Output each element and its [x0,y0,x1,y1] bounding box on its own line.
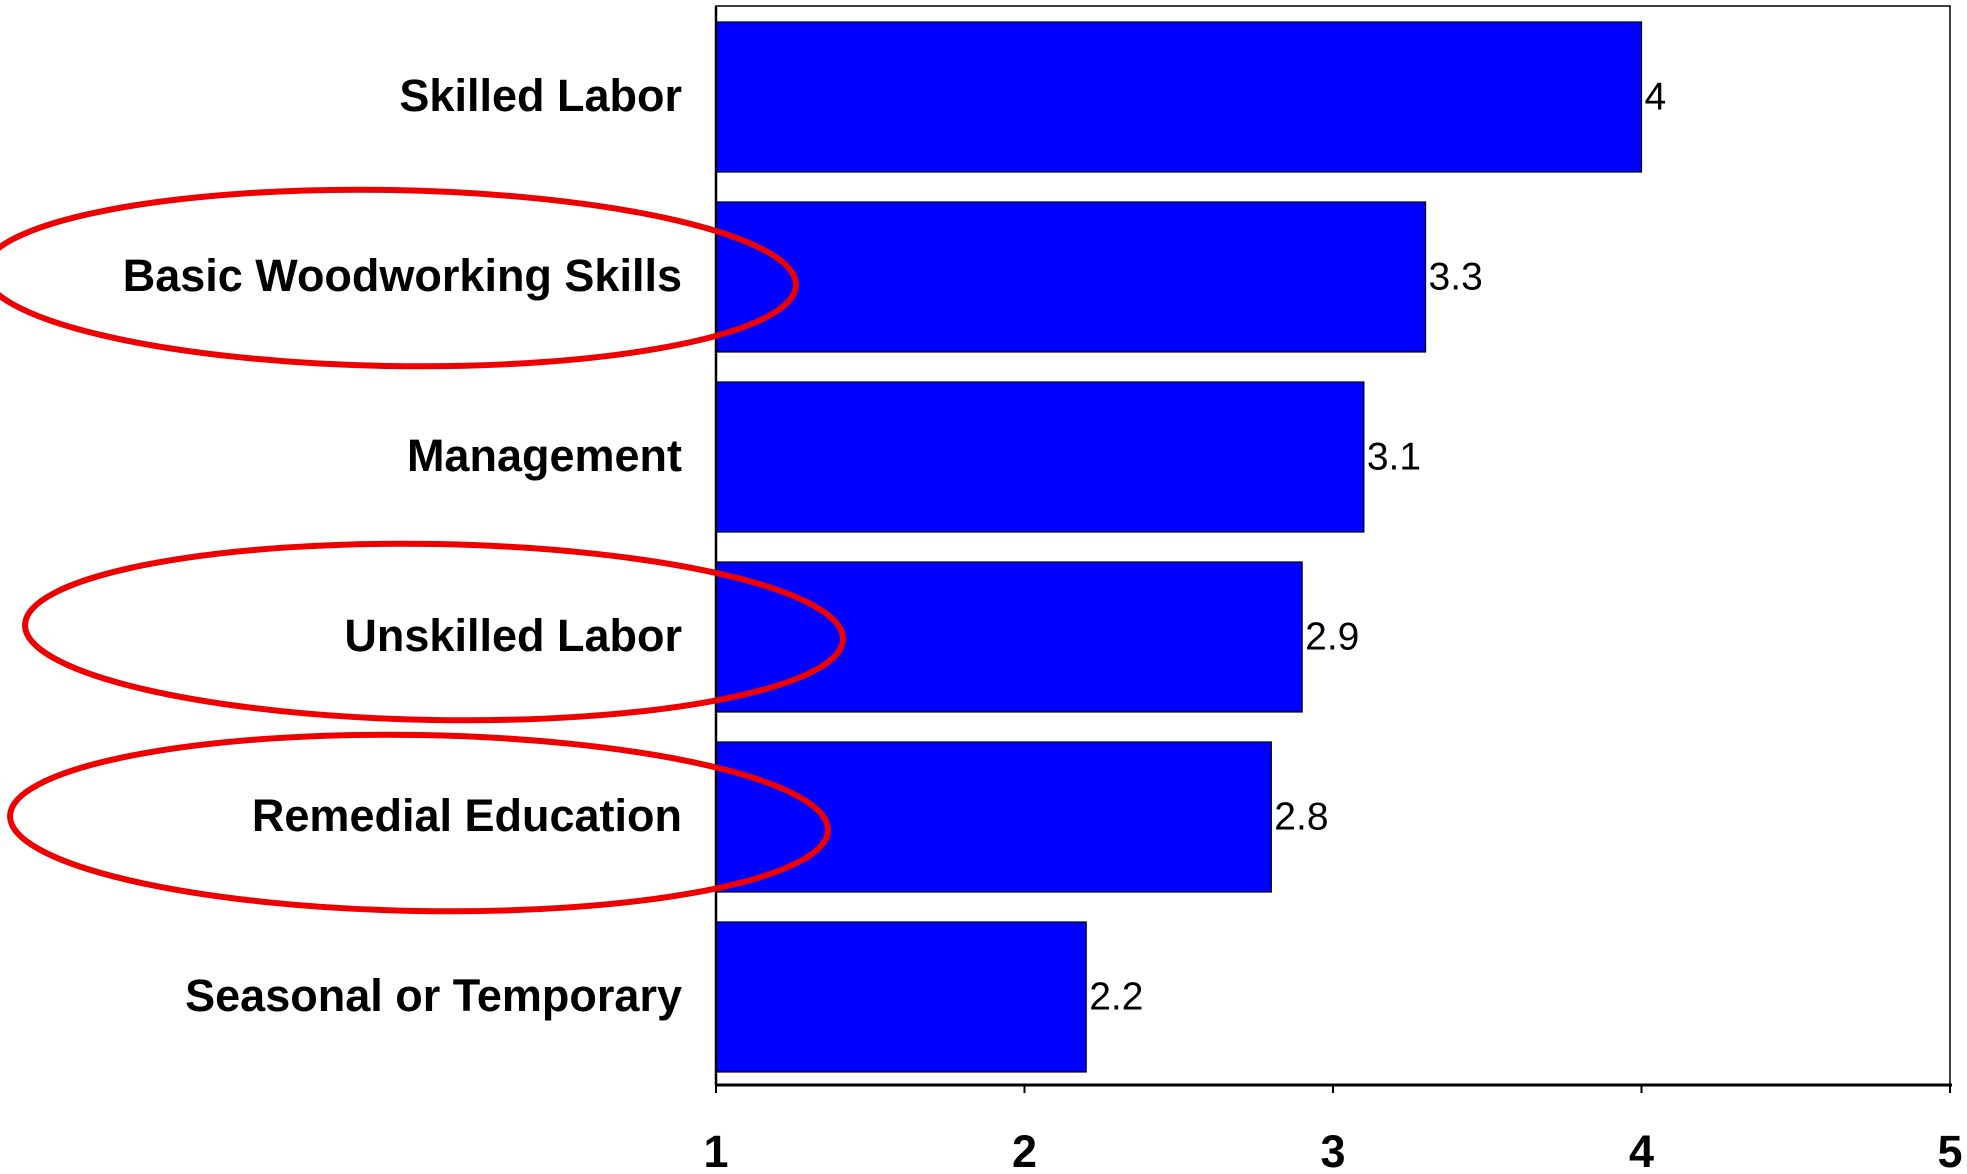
annotations [0,186,846,915]
bar [715,741,1272,893]
x-tick-label: 3 [1320,1126,1345,1174]
x-tick-label: 4 [1629,1126,1654,1174]
y-tick-label: Management [407,430,682,481]
value-label: 2.8 [1274,795,1328,838]
y-tick-label: Remedial Education [252,790,682,841]
bar [715,561,1303,713]
value-label: 2.9 [1305,615,1359,658]
value-label: 3.3 [1429,255,1483,298]
value-label: 3.1 [1367,435,1421,478]
x-tick-label: 5 [1937,1126,1962,1174]
bar [715,381,1365,533]
bar [715,201,1427,353]
value-label: 2.2 [1089,975,1143,1018]
bar [715,21,1643,173]
y-tick-label: Skilled Labor [399,70,682,121]
highlight-ellipse [22,540,846,724]
y-tick-label: Unskilled Labor [344,610,682,661]
highlight-ellipse [0,186,799,370]
highlight-ellipse [7,731,831,915]
y-tick-label: Seasonal or Temporary [185,970,682,1021]
y-tick-label: Basic Woodworking Skills [123,250,682,301]
x-tick-label: 1 [703,1126,728,1174]
x-tick-label: 2 [1012,1126,1037,1174]
bar [715,921,1087,1073]
value-label: 4 [1645,75,1667,118]
marks: 1 2 3 4 5 Skilled Labor 4 Basic Woodworking Ski… [123,21,1963,1174]
